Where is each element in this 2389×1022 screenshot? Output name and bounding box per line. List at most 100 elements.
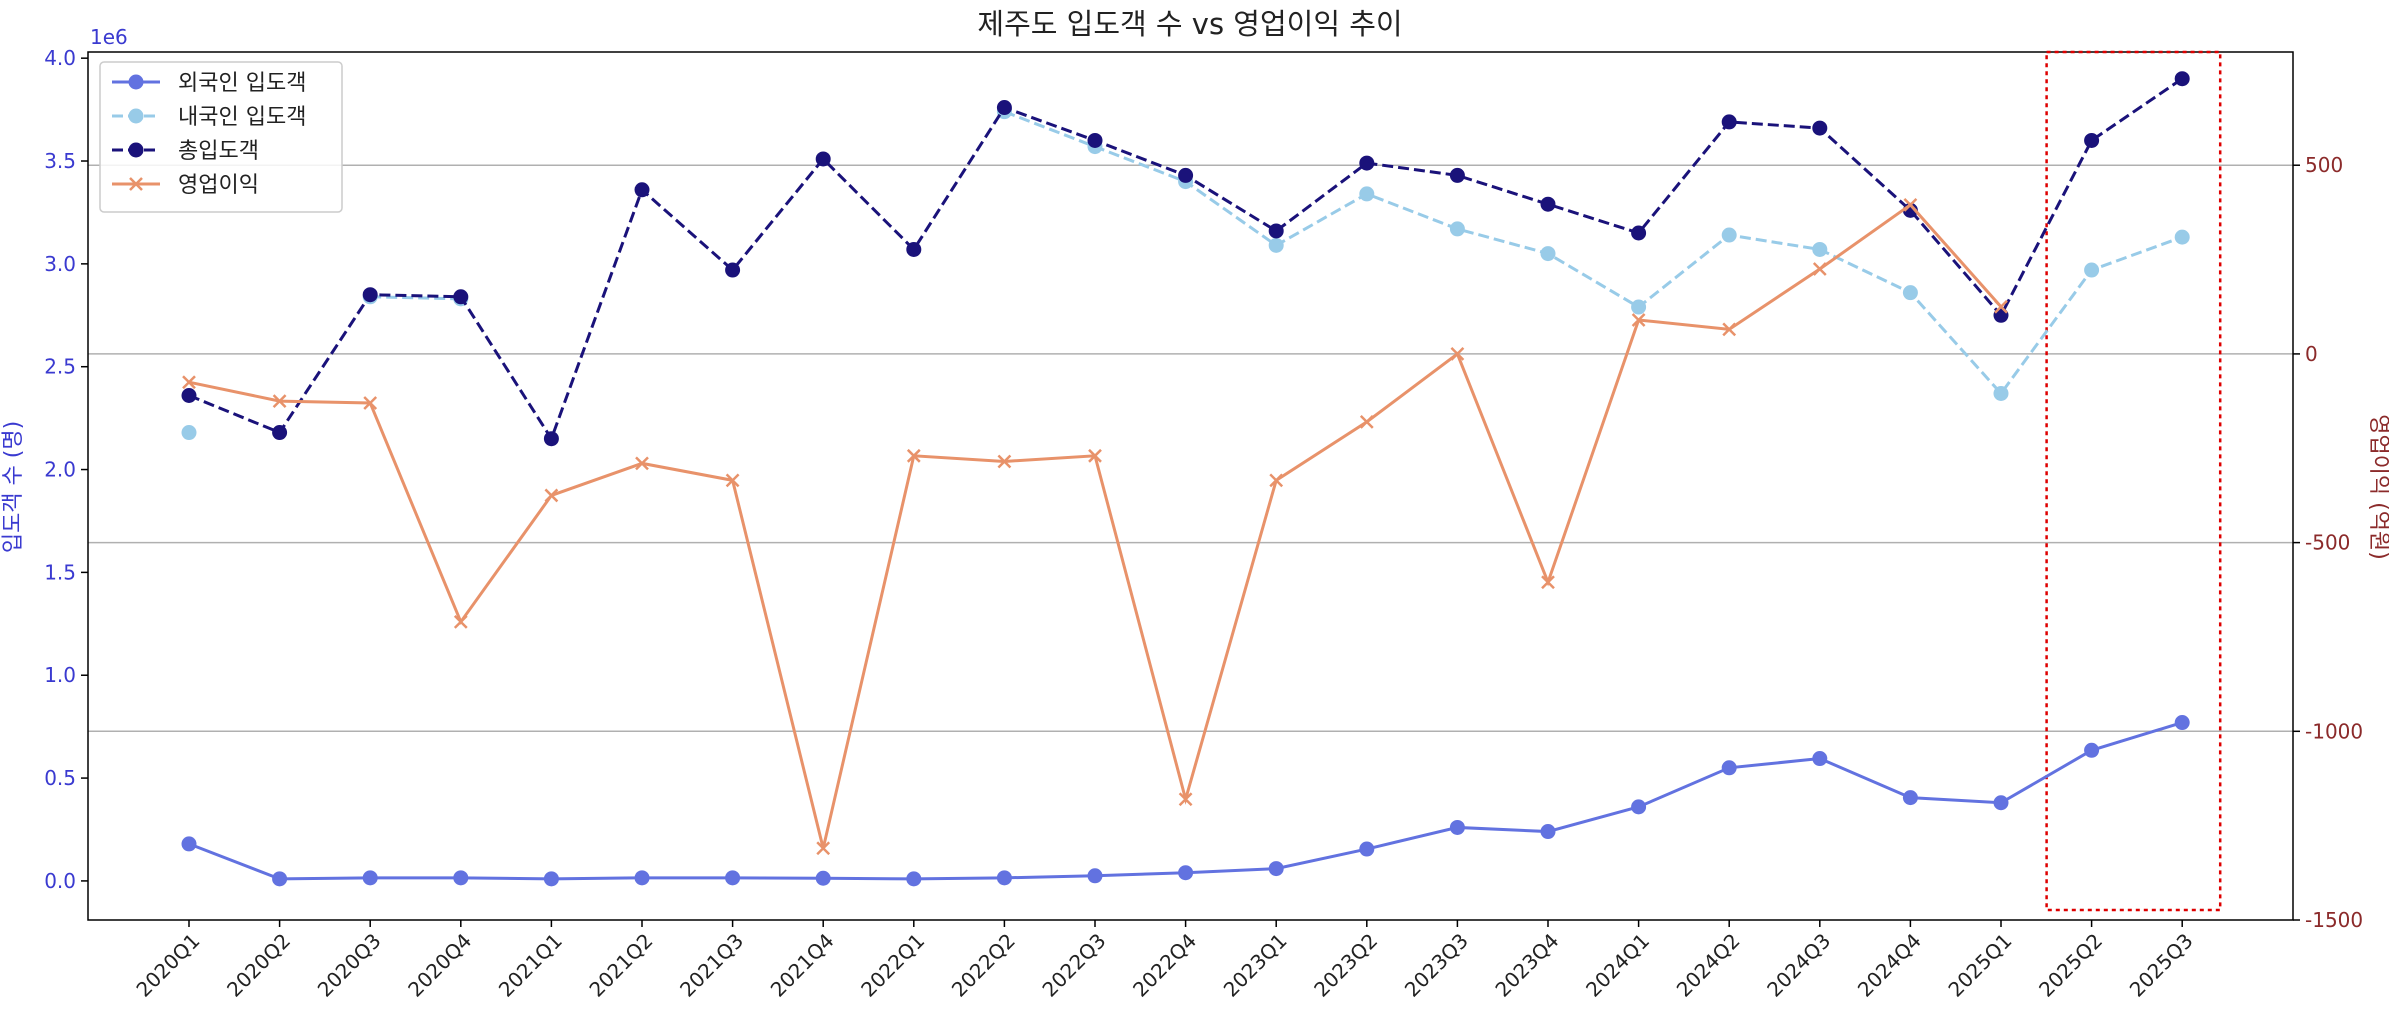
left-tick-label: 1.0 xyxy=(44,663,76,687)
data-point xyxy=(1088,448,1102,463)
data-point xyxy=(1087,132,1103,148)
data-point xyxy=(725,473,740,488)
left-tick-label: 3.0 xyxy=(44,252,76,276)
data-point xyxy=(2084,742,2100,758)
x-tick-label: 2024Q2 xyxy=(1672,929,1745,1002)
data-point xyxy=(1268,223,1284,239)
data-point xyxy=(635,456,649,471)
data-point xyxy=(1268,861,1284,877)
series-0 xyxy=(181,715,2190,887)
x-tick-label: 2025Q2 xyxy=(2034,929,2107,1002)
data-point xyxy=(181,387,197,403)
x-tick-label: 2021Q2 xyxy=(584,929,657,1002)
data-point xyxy=(1903,197,1918,212)
right-tick-label: 500 xyxy=(2305,153,2343,177)
x-tick-label: 2022Q3 xyxy=(1037,929,1110,1002)
data-point xyxy=(1902,790,1918,806)
right-tick-label: -1000 xyxy=(2305,719,2363,743)
left-axis-label: 입도객 수 (명) xyxy=(1,421,26,553)
data-point xyxy=(906,871,922,887)
data-point xyxy=(1268,237,1284,253)
x-tick-label: 2020Q4 xyxy=(403,929,476,1002)
data-point xyxy=(1721,227,1737,243)
data-point xyxy=(1359,155,1375,171)
right-tick-label: -1500 xyxy=(2305,908,2363,932)
data-point xyxy=(453,614,468,629)
legend-swatch-marker xyxy=(128,142,144,158)
data-point xyxy=(1540,246,1556,262)
data-point xyxy=(1993,385,2009,401)
legend-swatch-marker xyxy=(128,108,144,124)
x-tick-label: 2020Q1 xyxy=(131,929,204,1002)
legend-label: 외국인 입도객 xyxy=(178,71,306,96)
data-point xyxy=(2174,715,2190,731)
x-tick-label: 2024Q4 xyxy=(1853,929,1926,1002)
series-line xyxy=(1003,110,2183,396)
data-point xyxy=(543,431,559,447)
data-point xyxy=(1269,473,1284,488)
data-point xyxy=(1721,114,1737,130)
data-point xyxy=(1540,824,1556,840)
data-point xyxy=(1812,262,1827,276)
x-tick-label: 2021Q4 xyxy=(766,929,839,1002)
data-point xyxy=(543,871,559,887)
left-tick-label: 3.5 xyxy=(44,149,76,173)
data-point xyxy=(1631,299,1647,315)
legend-label: 내국인 입도객 xyxy=(178,105,306,130)
data-point xyxy=(272,425,288,441)
left-axis-offset-text: 1e6 xyxy=(90,25,128,49)
x-tick-label: 2025Q1 xyxy=(1943,929,2016,1002)
x-tick-label: 2021Q1 xyxy=(494,929,567,1002)
data-point xyxy=(1541,575,1555,590)
data-point xyxy=(815,870,831,886)
data-point xyxy=(1178,792,1193,807)
x-tick-label: 2024Q1 xyxy=(1581,929,1654,1002)
x-tick-label: 2022Q1 xyxy=(856,929,929,1002)
data-point xyxy=(453,289,469,305)
plot-frame xyxy=(87,51,2294,921)
x-tick-label: 2023Q4 xyxy=(1490,929,1563,1002)
series-layer xyxy=(181,71,2190,887)
data-point xyxy=(1449,221,1465,237)
data-point xyxy=(1449,819,1465,835)
data-point xyxy=(1722,322,1737,337)
legend-label: 영업이익 xyxy=(178,173,259,198)
left-tick-label: 0.5 xyxy=(44,766,76,790)
x-tick-label: 2020Q3 xyxy=(313,929,386,1002)
series-2 xyxy=(181,71,2190,447)
data-point xyxy=(1359,186,1375,202)
data-point xyxy=(1540,196,1556,212)
data-point xyxy=(1812,751,1828,767)
data-point xyxy=(1178,865,1194,881)
data-point xyxy=(996,870,1012,886)
data-point xyxy=(181,425,197,441)
x-tick-label: 2024Q3 xyxy=(1762,929,1835,1002)
data-point xyxy=(906,241,922,257)
data-point xyxy=(182,375,196,390)
x-tick-label: 2022Q2 xyxy=(947,929,1020,1002)
data-point xyxy=(272,871,288,887)
data-point xyxy=(997,454,1012,469)
x-tick-label: 2021Q3 xyxy=(675,929,748,1002)
left-tick-label: 0.0 xyxy=(44,869,76,893)
tick-labels: 0.0 0.5 1.0 1.5 2.0 2.5 3.0 3.5 4.0 500 0 -500 -1000… xyxy=(44,46,2363,1001)
data-point xyxy=(2084,262,2100,278)
data-point xyxy=(1993,795,2009,811)
axes xyxy=(87,51,2294,921)
data-point xyxy=(1449,167,1465,183)
data-point xyxy=(1721,760,1737,776)
left-tick-label: 2.0 xyxy=(44,458,76,482)
highlight-rect xyxy=(2045,50,2222,912)
chart-title: 제주도 입도객 수 vs 영업이익 추이 xyxy=(977,7,1402,41)
data-point xyxy=(1902,285,1918,301)
data-point xyxy=(1994,299,2008,314)
data-point xyxy=(544,488,559,503)
left-tick-label: 4.0 xyxy=(44,46,76,70)
data-point xyxy=(1359,414,1374,429)
data-point xyxy=(363,396,378,410)
x-tick-label: 2020Q2 xyxy=(222,929,295,1002)
x-tick-label: 2022Q4 xyxy=(1128,929,1201,1002)
data-point xyxy=(453,870,469,886)
